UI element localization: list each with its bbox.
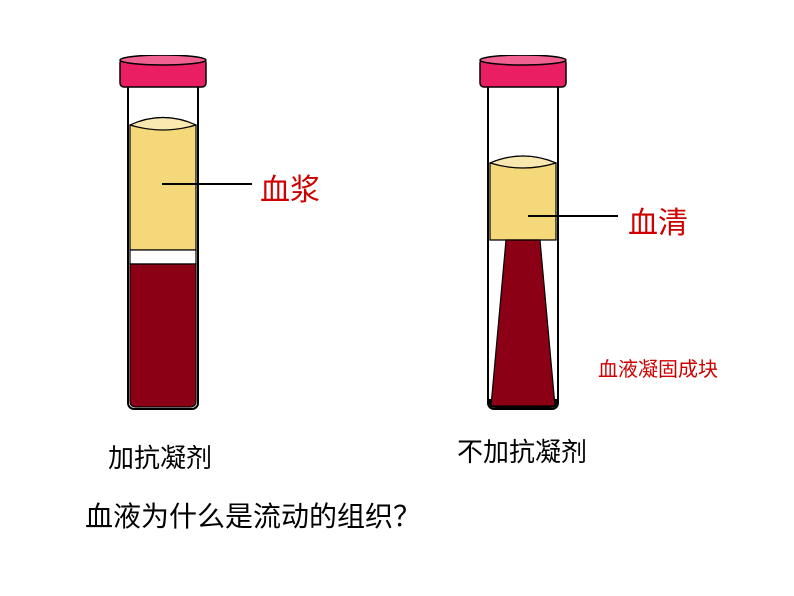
- caption-left: 加抗凝剂: [108, 438, 212, 475]
- question-text: 血液为什么是流动的组织？: [85, 495, 421, 535]
- tube-right-svg: [472, 55, 572, 425]
- serum-label: 血清: [628, 198, 688, 242]
- plasma-label: 血浆: [260, 165, 320, 209]
- caption-right: 不加抗凝剂: [457, 432, 587, 469]
- tube-left: [112, 55, 212, 430]
- tube-left-svg: [112, 55, 212, 425]
- clot-label: 血液凝固成块: [598, 353, 718, 382]
- serum-label-line: [528, 215, 618, 217]
- plasma-label-line: [162, 183, 252, 185]
- tube-right: [472, 55, 572, 430]
